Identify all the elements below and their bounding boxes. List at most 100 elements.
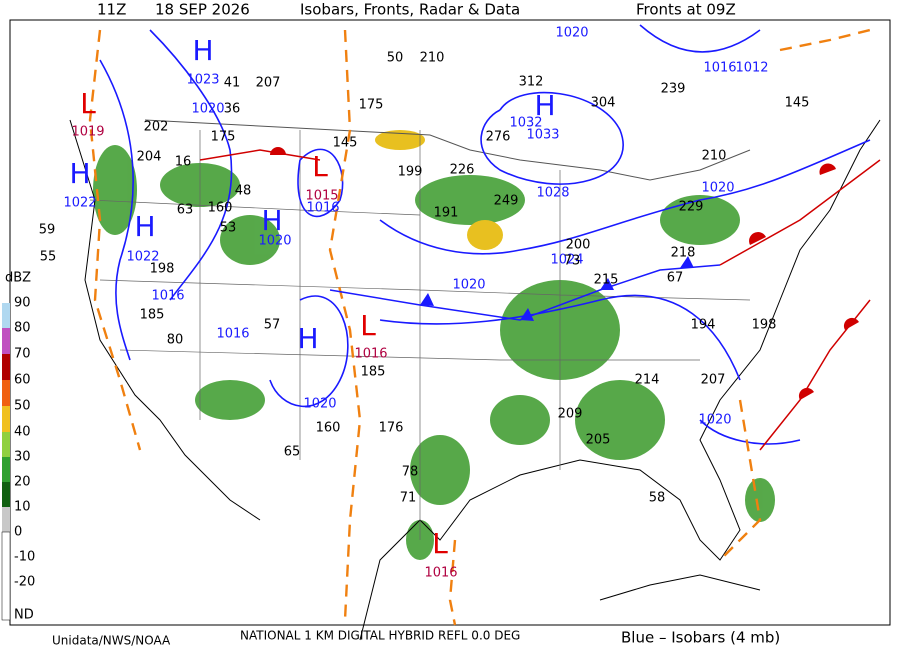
station-value: 209 <box>558 407 583 422</box>
station-value: 185 <box>361 365 386 380</box>
station-value: 312 <box>519 75 544 90</box>
station-value: 210 <box>702 149 727 164</box>
station-value: 218 <box>671 246 696 261</box>
station-value: 80 <box>167 333 184 348</box>
station-value: 198 <box>150 262 175 277</box>
station-value: 48 <box>235 184 252 199</box>
station-value: 207 <box>701 373 726 388</box>
pressure-value: 1019 <box>71 125 104 140</box>
state-lines <box>89 130 751 540</box>
station-value: 304 <box>591 96 616 111</box>
isobar-label: 1016 <box>703 61 736 76</box>
station-value: 73 <box>564 254 581 269</box>
station-value: 41 <box>224 76 241 91</box>
legend-label: 20 <box>14 475 31 490</box>
legend-label: 80 <box>14 321 31 336</box>
pressure-value: 1016 <box>354 347 387 362</box>
station-value: 59 <box>39 223 56 238</box>
station-value: 185 <box>140 308 165 323</box>
legend-label: 10 <box>14 500 31 515</box>
station-value: 175 <box>211 130 236 145</box>
station-value: 239 <box>661 82 686 97</box>
isobars <box>99 24 871 445</box>
isobar-label: 1020 <box>452 278 485 293</box>
pressure-value: 1022 <box>126 250 159 265</box>
pressure-value: 1032 <box>509 116 542 131</box>
isobar-label: 1016 <box>151 289 184 304</box>
station-value: 71 <box>400 491 417 506</box>
isobar-label: 1020 <box>191 102 224 117</box>
header-fronts: Fronts at 09Z <box>636 1 736 19</box>
coastlines <box>69 119 881 641</box>
station-value: 205 <box>586 433 611 448</box>
legend-label: -20 <box>14 575 35 590</box>
legend-label: 30 <box>14 450 31 465</box>
station-value: 200 <box>566 238 591 253</box>
station-value: 63 <box>177 203 194 218</box>
legend-unit: dBZ <box>5 271 31 286</box>
pressure-center: L <box>312 150 328 183</box>
footer-note: Blue – Isobars (4 mb) <box>621 629 780 647</box>
pressure-center: H <box>534 89 555 122</box>
station-value: 16 <box>175 155 192 170</box>
header-title: Isobars, Fronts, Radar & Data <box>300 1 520 19</box>
station-value: 78 <box>402 465 419 480</box>
station-value: 53 <box>220 221 237 236</box>
legend-label: 50 <box>14 399 31 414</box>
isobar-label: 1033 <box>526 128 559 143</box>
isobar-label: 1020 <box>555 26 588 41</box>
station-value: 145 <box>785 96 810 111</box>
pressure-center: L <box>80 87 96 120</box>
isobar-label: 1020 <box>698 413 731 428</box>
station-value: 249 <box>494 194 519 209</box>
station-value: 58 <box>649 491 666 506</box>
troughs <box>88 28 871 626</box>
station-value: 210 <box>420 51 445 66</box>
footer-product: NATIONAL 1 KM DIGITAL HYBRID REFL 0.0 DE… <box>240 629 520 643</box>
pressure-center: H <box>297 322 318 355</box>
station-value: 229 <box>679 200 704 215</box>
pressure-value: 1022 <box>63 196 96 211</box>
station-value: 191 <box>434 206 459 221</box>
station-value: 207 <box>256 76 281 91</box>
station-value: 204 <box>137 150 162 165</box>
legend-label: 0 <box>14 525 22 540</box>
footer-credit: Unidata/NWS/NOAA <box>52 634 171 648</box>
pressure-value: 1020 <box>303 397 336 412</box>
isobar-label: 1012 <box>735 61 768 76</box>
station-value: 194 <box>691 318 716 333</box>
station-value: 50 <box>387 51 404 66</box>
header-date: 18 SEP 2026 <box>155 1 250 19</box>
header-time: 11Z <box>97 1 126 19</box>
station-value: 176 <box>379 421 404 436</box>
station-value: 199 <box>398 165 423 180</box>
legend-label: 60 <box>14 373 31 388</box>
pressure-value: 1023 <box>186 73 219 88</box>
isobar-label: 1016 <box>216 327 249 342</box>
station-value: 175 <box>359 98 384 113</box>
isobar-label: 1028 <box>536 186 569 201</box>
station-value: 57 <box>264 318 281 333</box>
station-value: 36 <box>224 102 241 117</box>
pressure-center: H <box>192 34 213 67</box>
legend-label: ND <box>14 608 34 623</box>
legend-label: 90 <box>14 296 31 311</box>
radar-heavy <box>375 130 503 250</box>
station-value: 226 <box>450 163 475 178</box>
legend-label: 70 <box>14 347 31 362</box>
station-value: 65 <box>284 445 301 460</box>
station-value: 160 <box>316 421 341 436</box>
isobar-label: 1020 <box>701 181 734 196</box>
pressure-center: L <box>432 527 448 560</box>
station-value: 215 <box>594 273 619 288</box>
station-value: 55 <box>40 250 57 265</box>
station-value: 276 <box>486 130 511 145</box>
pressure-center: H <box>261 204 282 237</box>
pressure-center: L <box>360 309 376 342</box>
station-value: 202 <box>144 120 169 135</box>
isobar-label: 1024 <box>550 253 583 268</box>
station-value: 67 <box>667 271 684 286</box>
